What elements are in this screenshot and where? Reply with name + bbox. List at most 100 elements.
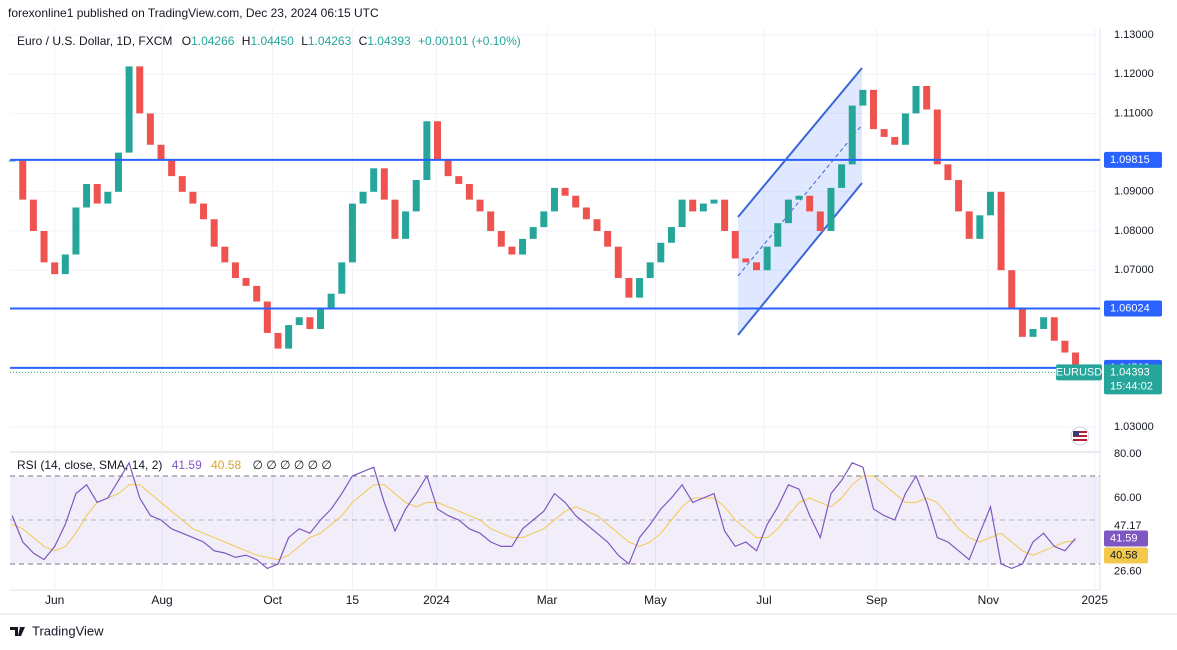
price-legend: Euro / U.S. Dollar, 1D, FXCM O1.04266 H1… [17,34,521,48]
candle-body [263,301,271,333]
candle-body [178,176,186,192]
flag-icon [1070,426,1090,446]
candle-body [859,89,867,106]
price-label: 1.06024 [1110,302,1150,314]
candle-body [657,242,665,263]
value-label-box [1104,547,1148,564]
candle-body [210,219,218,247]
candle-body [731,231,739,259]
y-tick-label: 80.00 [1114,448,1142,460]
y-tick-label: 47.17 [1114,520,1142,532]
candle-body [806,195,814,212]
y-tick-label: 60.00 [1114,492,1142,504]
y-tick-label: 1.12000 [1114,68,1154,80]
candle-body [891,136,899,145]
candle-body [774,223,782,247]
sma-value: 40.58 [211,458,241,472]
brand-logo: TradingView [10,623,104,638]
candle-body [370,168,378,192]
candle-body [455,176,463,184]
candle-body [561,187,569,196]
price-label: 1.09815 [1110,154,1150,166]
candle-body [795,195,803,200]
candle-body [529,227,537,239]
candle-body [838,164,846,188]
candle-body [306,317,314,329]
candle-body [540,211,548,228]
candle-body [359,191,367,204]
value-label-box [1104,530,1148,547]
candle-body [1018,309,1026,337]
candle-body [604,231,612,247]
x-tick-label: Jun [45,593,64,607]
candle-body [19,160,27,200]
candle-body [848,105,856,165]
candle-body [317,309,325,329]
candle-body [997,191,1005,271]
candle-body [285,325,293,349]
candle-body [986,191,994,216]
x-tick-label: 2025 [1081,593,1108,607]
candle-body [955,180,963,212]
candle-body [125,66,133,153]
rsi-value: 41.59 [172,458,202,472]
candle-body [295,317,303,326]
x-tick-label: Oct [263,593,282,607]
y-tick-label: 1.07000 [1114,264,1154,276]
channel-upper [737,67,863,218]
x-tick-label: Aug [151,593,172,607]
candle-body [678,199,686,228]
symbol-label: EURUSD [1056,366,1103,378]
candle-body [667,227,675,243]
candle-body [646,262,654,279]
candle-body [200,203,208,220]
candle-body [550,187,558,212]
legend-change: +0.00101 (+0.10%) [418,34,521,48]
candle-body [168,160,176,177]
rsi-legend: RSI (14, close, SMA, 14, 2) 41.59 40.58 … [17,458,332,472]
x-tick-label: Sep [866,593,888,607]
y-tick-label: 1.13000 [1114,29,1154,41]
candle-body [221,246,229,263]
candle-body [1061,340,1069,353]
candle-body [114,152,122,192]
candle-body [912,85,920,114]
candle-body [8,160,16,162]
x-tick-label: Jul [756,593,771,607]
y-tick-label: 1.03000 [1114,421,1154,433]
x-tick-label: Mar [537,593,558,607]
candle-body [944,164,952,181]
candle-body [189,191,197,204]
candle-body [444,160,452,177]
candle-body [1040,317,1048,329]
candle-body [146,113,154,145]
candle-body [625,278,633,298]
candle-body [582,207,590,220]
candle-body [784,199,792,224]
candle-body [880,129,888,137]
candle-body [402,211,410,239]
candle-body [465,183,473,200]
candle-body [869,89,877,130]
candle-body [157,144,165,161]
candle-body [253,285,261,302]
candle-body [1029,328,1037,337]
candle-body [274,332,282,349]
y-tick-label: 1.11000 [1114,107,1153,119]
candle-body [40,231,48,263]
price-label-box [1104,151,1162,168]
candle-body [412,180,420,212]
countdown-label: 15:44:02 [1110,380,1153,392]
candle-body [901,113,909,145]
x-tick-label: May [644,593,667,607]
channel-mid [737,124,863,277]
rsi-line [11,461,1076,570]
publisher-line: forexonline1 published on TradingView.co… [8,6,379,20]
legend-key: H [242,34,251,48]
x-tick-label: 2024 [423,593,450,607]
candle-body [721,199,729,232]
marks-layer: 1.13000 1.12000 1.11000 1.09000 1.08000 1.070… [8,29,1162,607]
y-tick-label: 26.60 [1114,565,1142,577]
candle-body [242,278,250,286]
